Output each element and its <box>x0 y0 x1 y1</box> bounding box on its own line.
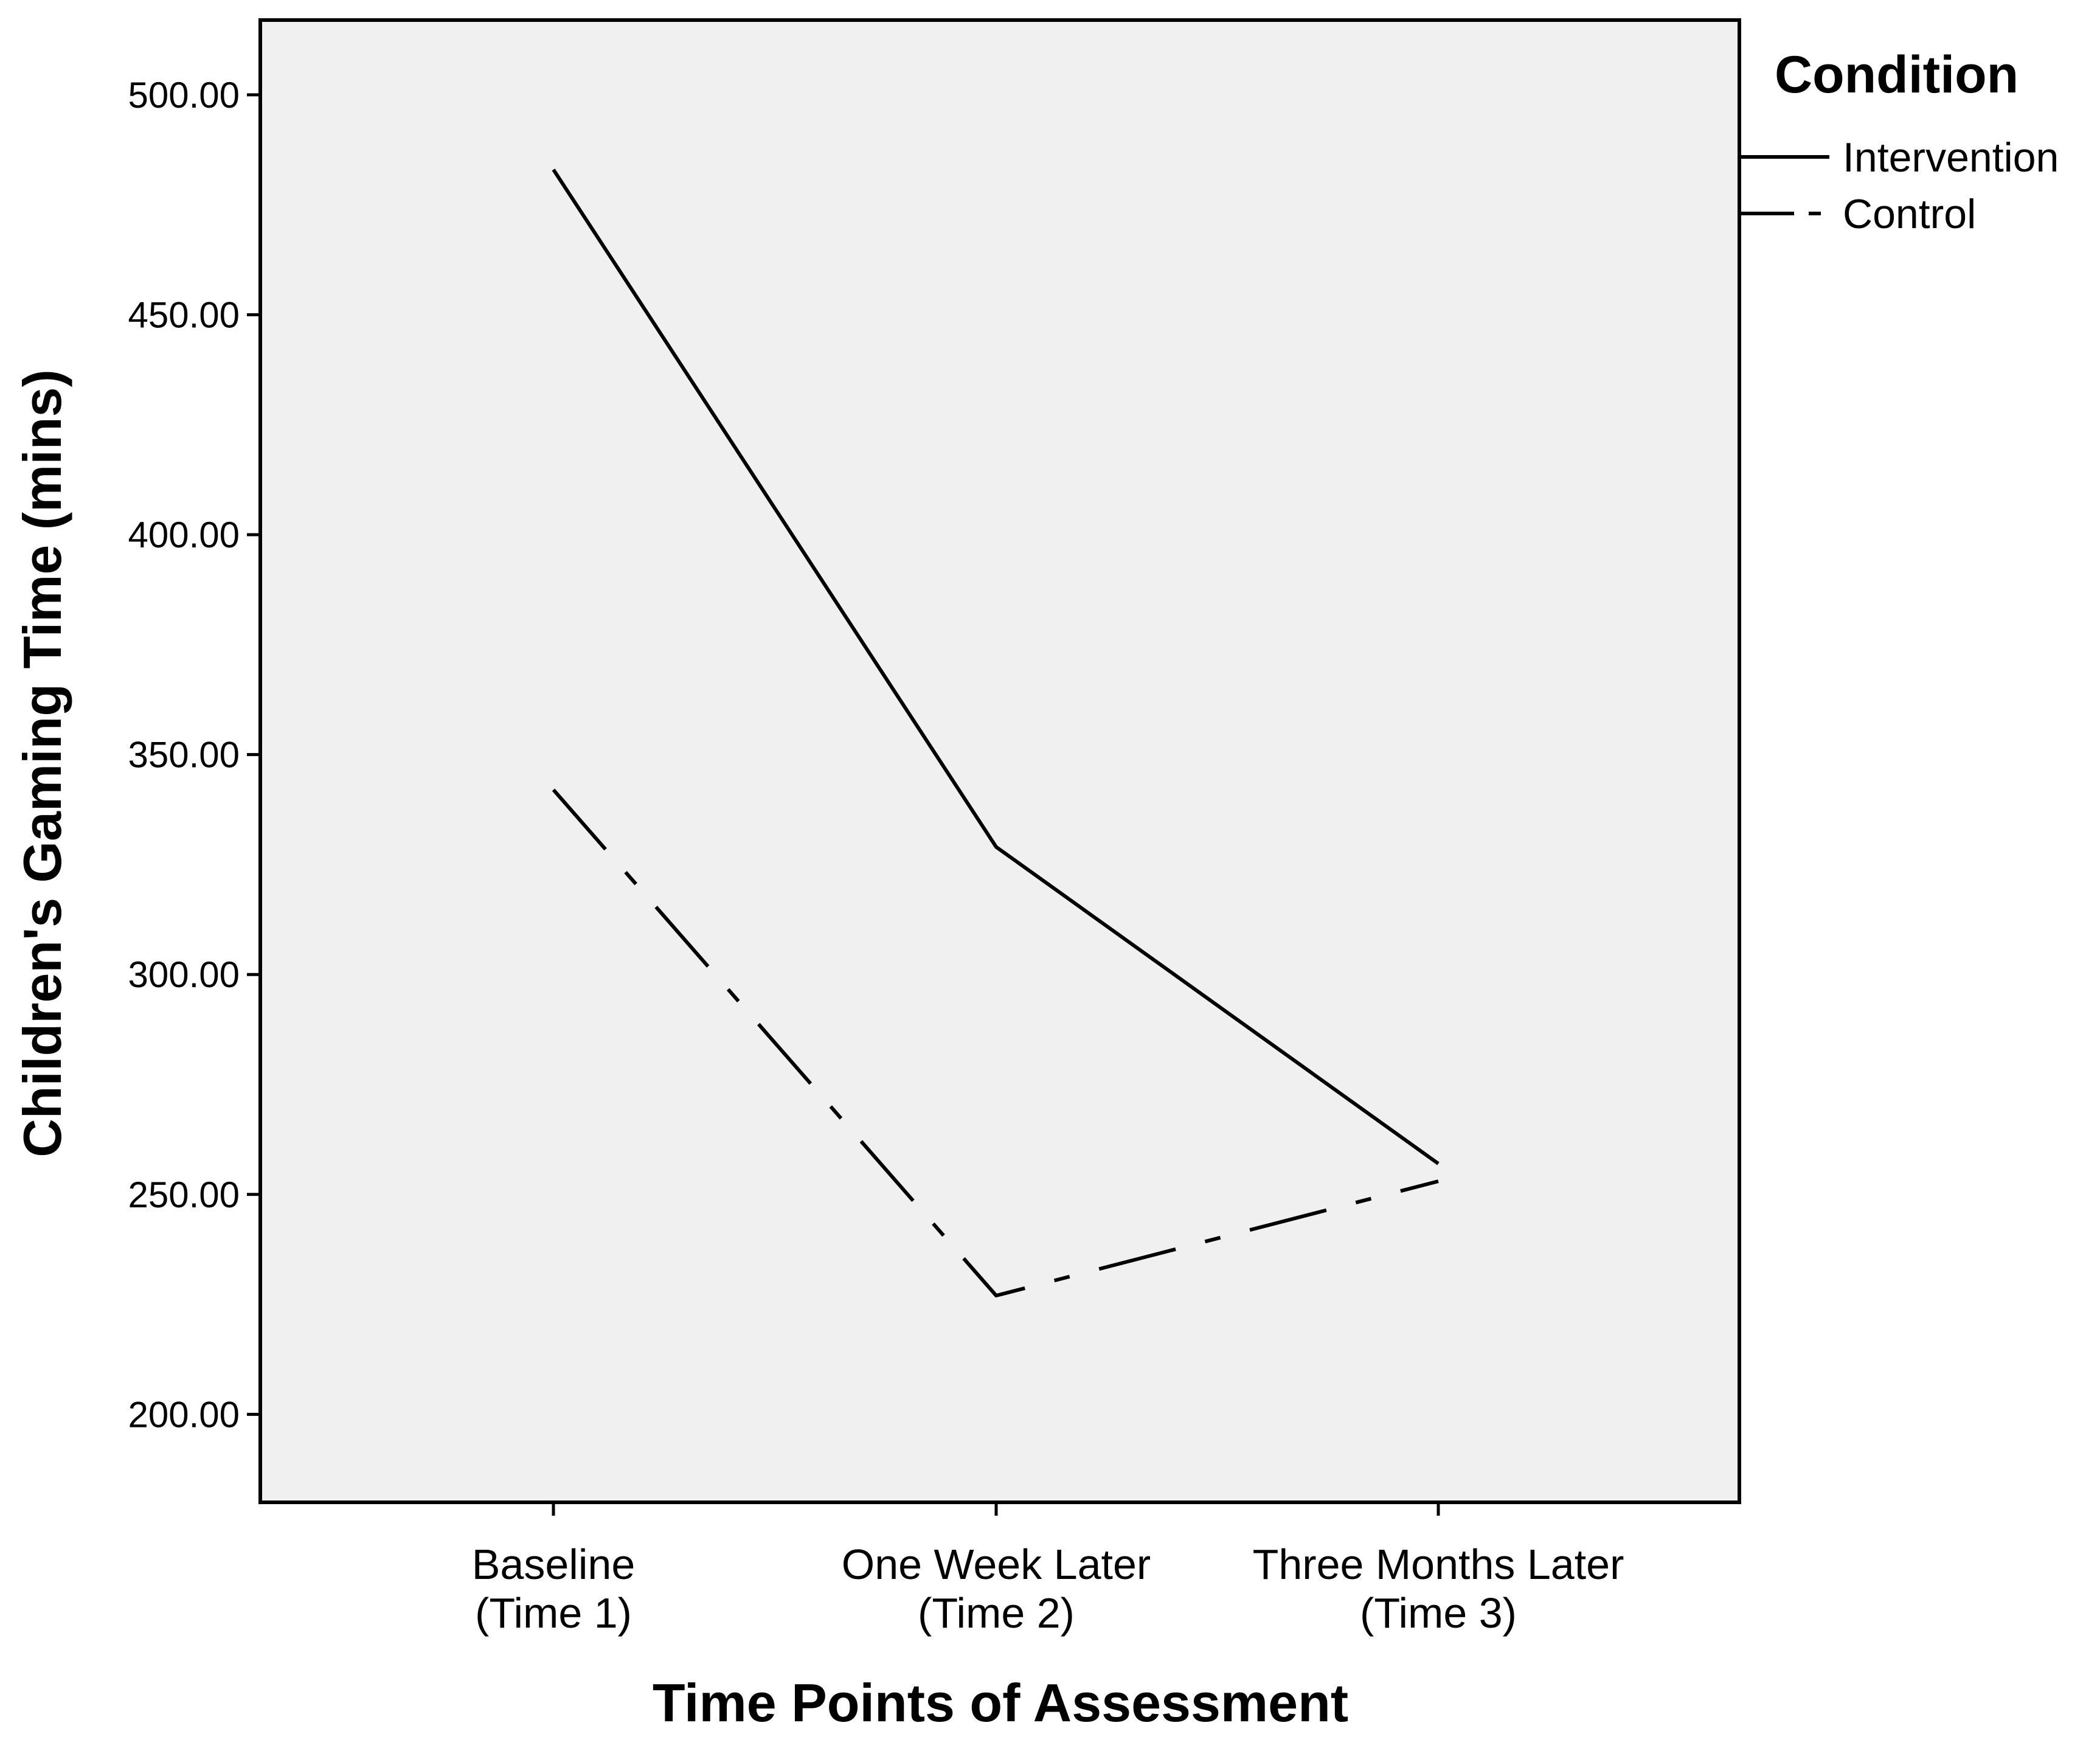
x-tick-label: (Time 1) <box>475 1589 632 1637</box>
legend-items: Intervention Control <box>1739 134 2059 237</box>
series-line-control <box>552 788 1439 1298</box>
legend-label: Control <box>1843 191 1976 237</box>
y-tick-label: 400.00 <box>128 515 240 555</box>
x-axis-title: Time Points of Assessment <box>653 1673 1348 1733</box>
y-tick-label: 500.00 <box>128 75 240 116</box>
legend-label: Intervention <box>1843 134 2059 181</box>
x-tick-label: Baseline <box>472 1541 636 1588</box>
legend-title: Condition <box>1775 46 2019 104</box>
y-tick-label: 250.00 <box>128 1174 240 1215</box>
x-tick-label: One Week Later <box>842 1541 1151 1588</box>
x-tick-label: Three Months Later <box>1253 1541 1624 1588</box>
y-tick-label: 450.00 <box>128 295 240 336</box>
x-tick-label: (Time 3) <box>1360 1589 1517 1637</box>
x-axis: Baseline(Time 1) One Week Later(Time 2) Th… <box>472 1502 1624 1637</box>
plot-area <box>258 18 1741 1504</box>
y-tick-label: 300.00 <box>128 954 240 995</box>
y-axis: 200.00 250.00 300.00 350.00 400.00 450.00 500.… <box>128 75 260 1435</box>
x-tick-label: (Time 2) <box>918 1589 1075 1637</box>
series-line-intervention <box>552 168 1440 1165</box>
series-lines <box>552 168 1440 1298</box>
y-tick-label: 200.00 <box>128 1394 240 1435</box>
y-tick-label: 350.00 <box>128 735 240 775</box>
legend: Condition Intervention Control <box>1739 46 2059 237</box>
y-axis-title: Children's Gaming Time (mins) <box>12 369 72 1157</box>
